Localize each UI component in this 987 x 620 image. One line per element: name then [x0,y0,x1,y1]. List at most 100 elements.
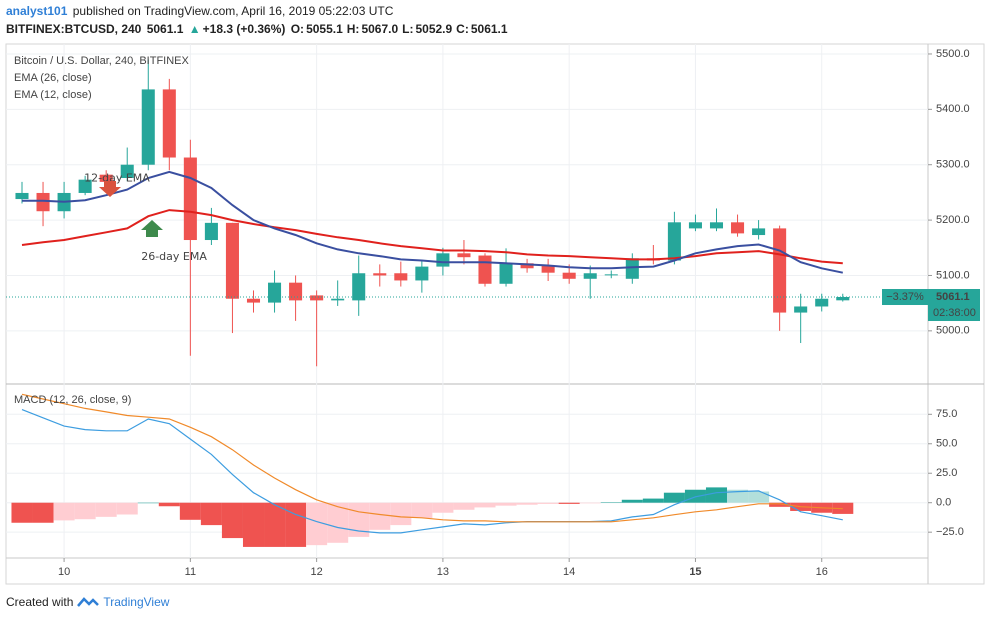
histogram-bar [432,502,454,513]
histogram-bar [579,502,601,504]
candle-body [183,157,197,241]
histogram-bar [200,502,222,526]
histogram-bar [727,489,749,503]
price-pane: 5000.0 5100.0 5200.0 5300.0 5400.0 5500.0 10 11… [6,44,980,578]
legend-entry: EMA (12, close) [14,89,92,101]
histogram-bar [137,502,159,504]
ohlc-value: 5052.9 [415,22,453,36]
change-tag [882,289,928,306]
created: Created with [6,595,74,609]
candle-body [310,295,324,301]
candle-body [457,253,471,258]
y-tick-label: 5400.0 [936,103,970,115]
y-tick-label: 50.0 [936,438,957,450]
histogram-bar [348,502,370,537]
histogram-bar [74,502,96,520]
symbol-line: BITFINEX:BTCUSD, 240 5061.1 ▲ +18.3 (+0.3… [6,22,514,36]
annotation: 26-day EMA [141,250,207,263]
histogram-bar [621,499,643,503]
pane-title: Bitcoin / U.S. Dollar, 240, BITFINEX [14,55,190,67]
candle-body [352,273,366,301]
annotation: 12-day EMA [84,172,150,185]
candle-body [836,297,850,301]
candle-body [141,89,155,165]
candle-body [520,263,534,269]
histogram-bar [327,502,349,543]
candle-body [120,164,134,179]
ohlc-key: H: [346,22,360,36]
histogram-bar [474,502,496,508]
pane-title: MACD (12, 26, close, 9) [14,394,131,406]
histogram-bar [600,502,622,503]
candle-body [15,192,29,200]
down-arrow [99,181,121,197]
histogram-bar [663,492,685,503]
candle-body [225,222,239,299]
ohlc-key: O: [290,22,305,36]
last-price: 5061.1 [146,22,184,36]
y-tick-label: 75.0 [936,408,957,420]
candle-body [246,298,261,303]
candle-body [562,272,576,279]
candle-body [373,273,387,276]
candle-body [794,306,808,313]
histogram-bar [179,502,201,520]
histogram-bar [390,502,412,526]
frame [5,43,985,585]
x-tick-label: 10 [58,566,70,578]
candle-body [604,274,618,276]
candle-body [815,298,829,307]
ohlc-value: 5067.0 [361,22,399,36]
x-tick-label: 16 [816,566,828,578]
histogram-bar [158,502,180,507]
histogram-bar [53,502,75,521]
histogram-bar [95,502,117,517]
histogram-bar [264,502,286,547]
author[interactable]: analyst101 [6,4,68,18]
up-arrow: ▲ [188,22,201,36]
candle-body [394,273,408,281]
price-tag [928,289,980,306]
candle-body [499,263,513,284]
ohlc-value: 5061.1 [470,22,508,36]
header-line: analyst101 published on TradingView.com,… [6,4,395,18]
candle-body [583,273,597,279]
annotations [99,181,163,237]
x-tick-label: 14 [563,566,575,578]
y-tick-label: −25.0 [936,526,964,538]
histogram-bar [516,502,538,505]
candle-body [331,298,345,301]
histogram-bar [11,502,33,523]
candle-body [436,253,450,267]
candle-body [731,222,745,234]
candle-body [667,222,681,261]
countdown-label: 02:38:00 [933,307,976,319]
line-series [22,170,844,274]
candle-body [688,222,702,229]
histogram-bar [242,502,265,547]
price-label: 5061.1 [936,291,970,303]
candle-body [36,192,50,212]
ohlc-key: L: [402,22,414,36]
y-tick-label: 25.0 [936,467,957,479]
macd-pane: −25.0 0.0 25.0 50.0 75.0 MACD (12, 26, close,… [6,393,964,547]
histogram-bar [116,502,138,515]
histogram-bar [495,502,517,506]
y-tick-label: 0.0 [936,497,951,509]
line-series [21,409,843,534]
legend-entry: EMA (26, close) [14,72,92,84]
candle-body [709,222,724,229]
x-tick-label: 13 [437,566,449,578]
histogram-bar [558,502,580,504]
histogram-bar [705,487,728,503]
candle-body [773,228,787,313]
line-series [21,209,843,265]
y-tick-label: 5100.0 [936,269,970,281]
change-label: −3.37% [886,291,924,303]
candle-body [99,174,113,182]
logo [77,597,100,607]
candle-body [78,179,92,193]
y-tick-label: 5300.0 [936,159,970,171]
brand[interactable]: TradingView [103,595,170,609]
